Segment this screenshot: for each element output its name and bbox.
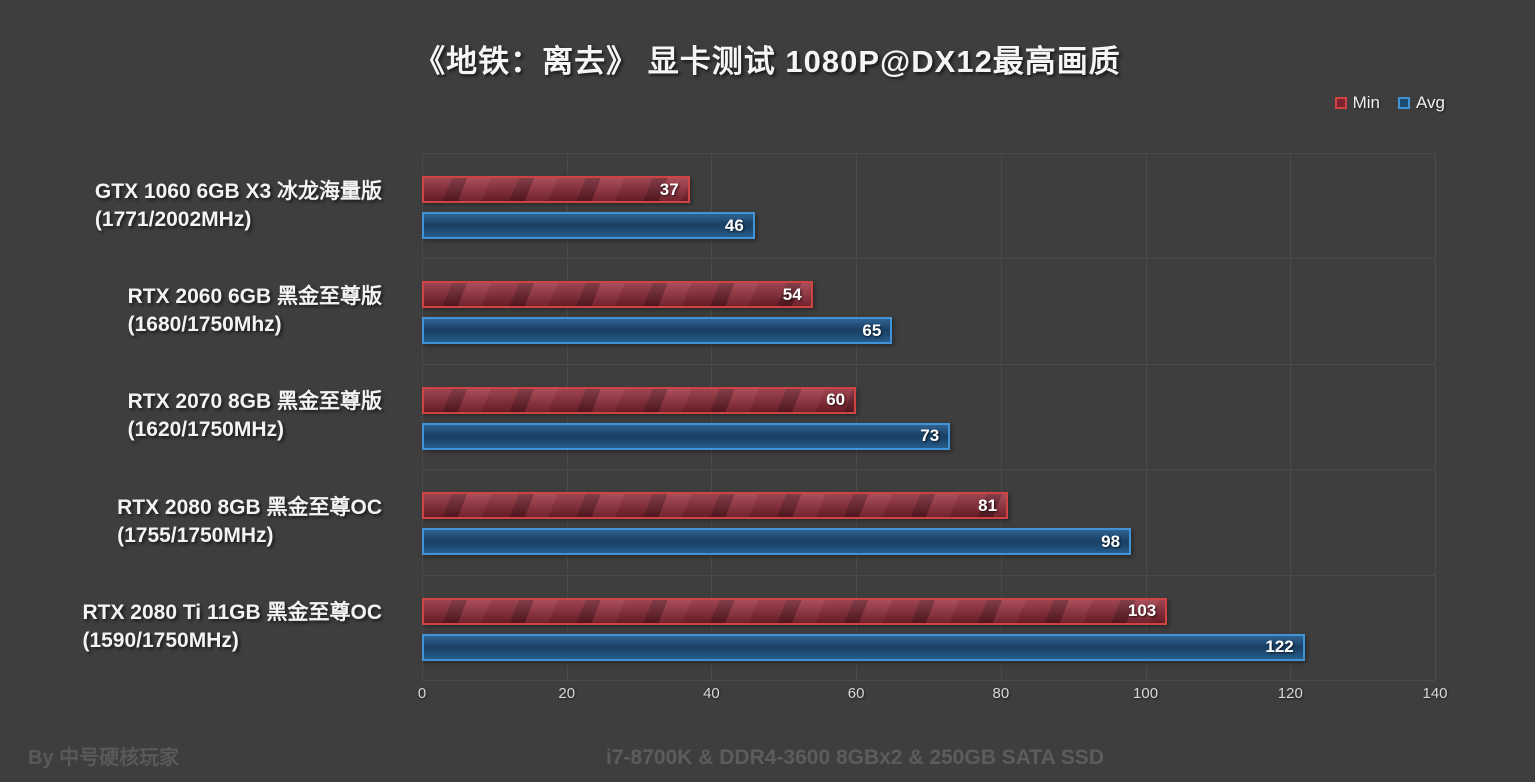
gridline-vertical [1145, 153, 1147, 680]
chart-title: 《地铁：离去》 显卡测试 1080P@DX12最高画质 [414, 44, 1121, 79]
gridline-vertical [856, 153, 858, 680]
legend-swatch-avg [1398, 97, 1410, 109]
min-fps-bar: 37 [422, 176, 690, 203]
legend-item-avg: Avg [1398, 93, 1445, 113]
plot-area: 37 46 54 65 60 73 81 98 103 122 [422, 153, 1436, 681]
category-band: 54 65 [422, 258, 1435, 363]
gridline-horizontal [422, 258, 1435, 260]
category-label-text: RTX 2070 8GB 黑金至尊版 (1620/1750MHz) [128, 388, 382, 444]
avg-fps-bar: 65 [422, 317, 893, 345]
avg-fps-value: 98 [1101, 531, 1121, 551]
gridline-horizontal [422, 363, 1435, 365]
gpu-clock: (1755/1750MHz) [117, 523, 274, 547]
gpu-clock: (1771/2002MHz) [94, 207, 252, 231]
footer-test-platform: i7-8700K & DDR4-3600 8GBx2 & 250GB SATA … [606, 746, 1104, 769]
gpu-model: RTX 2060 6GB 黑金至尊版 [127, 285, 382, 309]
x-axis-tick-label: 40 [703, 685, 720, 702]
x-axis-tick-label: 140 [1422, 685, 1448, 702]
avg-fps-bar: 98 [422, 528, 1132, 556]
gpu-clock: (1620/1750MHz) [127, 418, 285, 442]
gpu-clock: (1680/1750Mhz) [127, 313, 282, 337]
category-band: 60 73 [422, 364, 1435, 469]
gridline-horizontal [422, 574, 1435, 576]
avg-fps-value: 73 [920, 426, 940, 446]
gridline-vertical [711, 153, 713, 680]
gridline-horizontal [422, 469, 1435, 471]
avg-fps-value: 122 [1265, 637, 1294, 657]
min-fps-value: 60 [826, 390, 846, 410]
gridline-vertical [1290, 153, 1292, 680]
gridline-vertical [1435, 153, 1436, 680]
x-axis-tick-label: 80 [992, 685, 1010, 702]
x-axis-tick-label: 0 [417, 685, 427, 702]
x-axis-tick-label: 120 [1277, 685, 1303, 702]
min-fps-bar: 103 [422, 597, 1168, 625]
category-label: RTX 2080 8GB 黑金至尊OC (1755/1750MHz) [0, 469, 402, 574]
gpu-clock: (1590/1750MHz) [82, 629, 239, 653]
min-fps-value: 37 [659, 179, 679, 199]
gridline-horizontal [422, 680, 1435, 681]
min-fps-value: 81 [978, 495, 998, 515]
legend: Min Avg [1334, 93, 1445, 113]
x-axis-tick-label: 20 [558, 685, 576, 702]
category-band: 37 46 [422, 153, 1435, 258]
gpu-model: RTX 2080 8GB 黑金至尊OC [117, 495, 382, 519]
avg-fps-value: 46 [724, 215, 744, 235]
x-axis: 0 20 40 60 80 100 120 140 [418, 685, 1448, 707]
min-fps-bar: 81 [422, 492, 1009, 520]
gridline-vertical [1000, 153, 1002, 680]
gpu-model: RTX 2080 Ti 11GB 黑金至尊OC [82, 601, 382, 625]
legend-label: Avg [1416, 93, 1445, 112]
gridline-vertical [422, 153, 423, 680]
avg-fps-value: 65 [862, 320, 882, 340]
footer-author: By 中号硬核玩家 [28, 747, 180, 769]
category-label-text: RTX 2060 6GB 黑金至尊版 (1680/1750Mhz) [128, 283, 382, 339]
x-axis-tick-label: 60 [847, 685, 865, 702]
category-labels: GTX 1060 6GB X3 冰龙海量版 (1771/2002MHz) RTX 2… [0, 153, 402, 680]
min-fps-bar: 54 [422, 281, 813, 309]
avg-fps-bar: 46 [422, 212, 755, 239]
category-label-text: GTX 1060 6GB X3 冰龙海量版 (1771/2002MHz) [95, 178, 382, 234]
legend-swatch-min [1334, 97, 1347, 109]
category-label: RTX 2070 8GB 黑金至尊版 (1620/1750MHz) [0, 364, 402, 469]
legend-label: Min [1352, 93, 1380, 112]
category-label-text: RTX 2080 8GB 黑金至尊OC (1755/1750MHz) [117, 494, 382, 550]
gridline-vertical [566, 153, 568, 680]
category-band: 81 98 [422, 469, 1435, 574]
category-label: RTX 2060 6GB 黑金至尊版 (1680/1750Mhz) [0, 258, 402, 363]
category-label-text: RTX 2080 Ti 11GB 黑金至尊OC (1590/1750MHz) [82, 599, 382, 655]
x-axis-tick-label: 100 [1133, 685, 1159, 702]
avg-fps-bar: 122 [422, 633, 1305, 661]
gpu-model: GTX 1060 6GB X3 冰龙海量版 [94, 179, 382, 203]
gridline-horizontal [422, 153, 1435, 154]
min-fps-bar: 60 [422, 386, 857, 414]
category-label: RTX 2080 Ti 11GB 黑金至尊OC (1590/1750MHz) [0, 575, 402, 680]
min-fps-value: 54 [782, 284, 802, 304]
gpu-model: RTX 2070 8GB 黑金至尊版 [127, 390, 382, 414]
avg-fps-bar: 73 [422, 422, 951, 450]
category-band: 103 122 [422, 575, 1435, 680]
min-fps-value: 103 [1127, 601, 1157, 621]
legend-item-min: Min [1334, 93, 1380, 113]
category-label: GTX 1060 6GB X3 冰龙海量版 (1771/2002MHz) [0, 153, 402, 258]
